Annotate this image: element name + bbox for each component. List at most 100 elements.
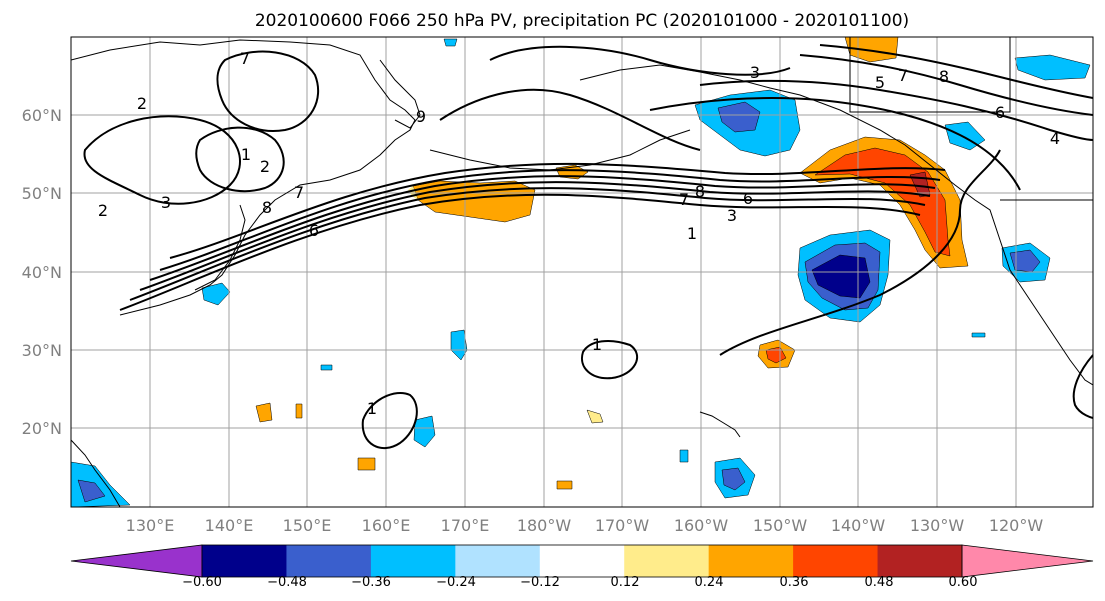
- lat-label: 50°N: [22, 184, 62, 203]
- lon-label: 130°E: [126, 516, 175, 535]
- contour-label: 5: [875, 73, 885, 92]
- map-frame: [70, 36, 1094, 508]
- colorbar-tick-label: 0.36: [780, 575, 809, 590]
- map-title: 2020100600 F066 250 hPa PV, precipitatio…: [255, 11, 909, 31]
- precip-shading: [71, 37, 1091, 507]
- coastline-alaska: [579, 64, 1093, 386]
- coastlines: [71, 37, 1093, 507]
- lat-label: 60°N: [22, 106, 62, 125]
- pv-contour: [580, 339, 638, 380]
- contour-label: 3: [161, 193, 171, 212]
- contour-label: 6: [743, 189, 753, 208]
- colorbar-extend-max: [961, 544, 1094, 578]
- contour-label: 7: [240, 49, 250, 68]
- contour-label: 1: [687, 224, 697, 243]
- coastline-hawaii: [699, 411, 741, 438]
- lon-label: 140°W: [831, 516, 886, 535]
- colorbar-tick-label: −0.48: [267, 575, 307, 590]
- contour-label: 7: [294, 183, 304, 202]
- pv-contour: [159, 169, 941, 271]
- shade-positive: [295, 403, 303, 419]
- colorbar-tick-label: −0.60: [182, 575, 222, 590]
- lon-label: 130°W: [910, 516, 965, 535]
- contour-label: 2: [98, 201, 108, 220]
- lon-label: 170°E: [441, 516, 490, 535]
- shade-positive: [255, 402, 273, 423]
- colorbar-segment: [624, 545, 710, 577]
- lon-label: 150°W: [753, 516, 808, 535]
- pv-contour: [169, 162, 946, 259]
- lon-label: 170°W: [595, 516, 650, 535]
- contour-label: 6: [995, 103, 1005, 122]
- shade-negative: [443, 38, 458, 47]
- contour-label: 8: [262, 198, 272, 217]
- coastline-kamchatka: [379, 59, 421, 129]
- contour-label: 3: [727, 206, 737, 225]
- shade-positive: [586, 409, 604, 424]
- contour-label: 8: [695, 182, 705, 201]
- pv-contour: [119, 193, 921, 311]
- pv-contour: [439, 88, 701, 151]
- shade-negative: [1014, 54, 1091, 81]
- contour-label: 4: [1050, 129, 1060, 148]
- lon-label: 180°W: [517, 516, 572, 535]
- colorbar-tick-label: −0.36: [351, 575, 391, 590]
- pv-contour: [149, 175, 936, 281]
- colorbar-segment: [370, 545, 456, 577]
- lon-label: 160°E: [362, 516, 411, 535]
- shade-positive: [357, 457, 376, 471]
- shade-negative: [811, 254, 871, 299]
- lon-label: 150°E: [283, 516, 332, 535]
- colorbar-segment: [455, 545, 541, 577]
- pv-contour: [83, 115, 241, 205]
- pv-contour: [139, 181, 931, 291]
- shade-negative: [679, 449, 689, 463]
- lat-label: 30°N: [22, 341, 62, 360]
- map-panel: 7 2 1 2 2 3 8 7 6 9 3 5 7 8 6 4 8 7 6 3 …: [71, 37, 1093, 507]
- shade-negative: [971, 332, 986, 338]
- coastline-aleutians: [429, 129, 691, 171]
- pv-contour: [649, 97, 1021, 191]
- colorbar-tick-label: 0.24: [695, 575, 724, 590]
- coastline-asia: [71, 39, 416, 316]
- pv-contour: [819, 44, 1093, 99]
- colorbar-tick-label: 0.60: [949, 575, 978, 590]
- lat-axis: 60°N 50°N 40°N 30°N 20°N: [22, 106, 62, 438]
- colorbar-segment: [539, 545, 625, 577]
- contour-label: 1: [592, 335, 602, 354]
- lon-label: 140°E: [205, 516, 254, 535]
- colorbar-segment: [286, 545, 372, 577]
- shade-negative: [201, 282, 231, 306]
- shade-negative: [721, 467, 746, 491]
- colorbar-tick-label: 0.48: [865, 575, 894, 590]
- pv-contour: [489, 45, 791, 76]
- colorbar-ticks: −0.60 −0.48 −0.36 −0.24 −0.12 0.12 0.24 …: [182, 575, 977, 590]
- pv-contour: [361, 392, 418, 449]
- pv-contour: [799, 54, 1093, 116]
- box-outline: [849, 37, 1011, 113]
- shade-negative: [320, 364, 333, 371]
- colorbar-tick-label: −0.12: [520, 575, 560, 590]
- lon-label: 120°W: [989, 516, 1044, 535]
- pv-contour: [1072, 354, 1093, 419]
- colorbar-segment: [708, 545, 794, 577]
- contour-label: 7: [679, 190, 689, 209]
- coastline-philippines: [71, 439, 121, 507]
- shade-negative: [413, 415, 436, 448]
- colorbar-segment: [793, 545, 879, 577]
- shade-negative: [717, 101, 761, 133]
- colorbar-segments: [70, 544, 1094, 578]
- lon-axis: 130°E 140°E 150°E 160°E 170°E 180°W 170°…: [126, 516, 1044, 535]
- pv-contour: [719, 149, 1001, 356]
- contour-label: 1: [241, 145, 251, 164]
- lon-label: 160°W: [674, 516, 729, 535]
- coastline-japan: [194, 204, 246, 291]
- colorbar-segment: [877, 545, 963, 577]
- pv-contour: [699, 79, 1093, 141]
- pv-contour: [129, 187, 926, 301]
- contour-label: 9: [416, 107, 426, 126]
- contour-label: 8: [939, 67, 949, 86]
- contour-label: 3: [750, 63, 760, 82]
- contour-label: 2: [260, 157, 270, 176]
